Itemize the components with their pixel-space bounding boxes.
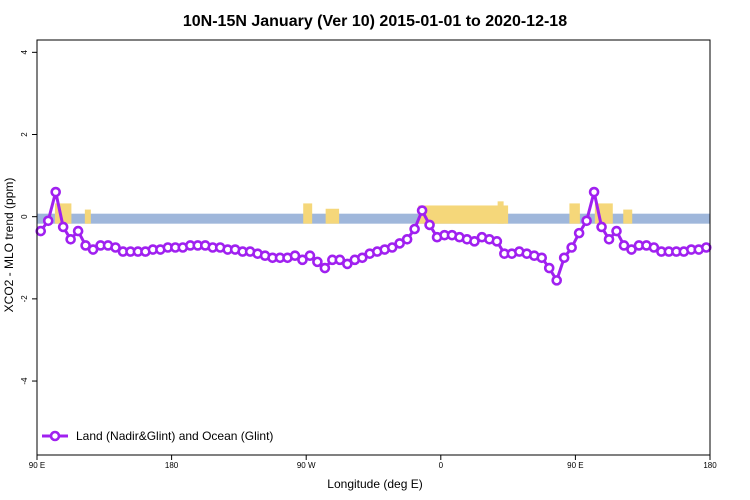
legend-marker-swatch (49, 430, 61, 442)
data-point (312, 256, 323, 268)
y-axis-label: XCO2 - MLO trend (ppm) (2, 178, 16, 313)
data-point (304, 250, 316, 262)
data-point (72, 225, 84, 237)
plot-frame (36, 39, 711, 456)
data-point (469, 236, 480, 247)
data-point (611, 225, 622, 237)
data-point (401, 233, 413, 245)
data-point (342, 258, 353, 270)
data-point (289, 250, 301, 262)
x-tick-label: 90 E (567, 461, 583, 470)
plot-area (35, 186, 712, 286)
land-band-segment (497, 201, 504, 224)
x-tick-label: 180 (703, 461, 717, 470)
x-tick-label: 90 W (297, 461, 316, 470)
legend-label: Land (Nadir&Glint) and Ocean (Glint) (76, 429, 273, 443)
land-band-segment (84, 209, 91, 224)
x-axis-label: Longitude (deg E) (327, 477, 422, 491)
data-point (297, 254, 308, 266)
y-axis: 4 2 0 -2 -4 (20, 50, 37, 385)
data-point (409, 223, 420, 235)
x-tick-label: 180 (165, 461, 179, 470)
data-point (110, 242, 121, 253)
data-point (558, 252, 570, 264)
x-tick-label: 90 E (29, 461, 45, 470)
data-point (566, 242, 577, 253)
data-point (87, 244, 99, 255)
y-tick-label: 2 (20, 132, 29, 137)
land-band-segment (303, 203, 313, 224)
data-point (648, 242, 660, 253)
data-point (35, 225, 47, 237)
y-tick-label: 0 (20, 214, 29, 219)
data-point (700, 242, 712, 253)
land-band-segment (325, 208, 340, 224)
data-point (618, 240, 630, 251)
data-point (573, 227, 585, 239)
data-point (80, 240, 91, 251)
x-tick-label: 0 (439, 461, 444, 470)
chart-title: 10N-15N January (Ver 10) 2015-01-01 to 2… (183, 13, 567, 30)
data-point (551, 275, 563, 286)
land-band-segment (418, 205, 509, 224)
data-point (491, 236, 503, 247)
y-tick-label: 4 (20, 50, 29, 55)
data-point (416, 205, 428, 216)
data-point (626, 244, 637, 255)
data-point (603, 233, 615, 245)
legend: Land (Nadir&Glint) and Ocean (Glint) (42, 429, 273, 443)
data-point (65, 233, 76, 245)
data-point (543, 262, 555, 274)
land-band-segment (569, 203, 580, 224)
y-tick-label: -2 (20, 295, 29, 303)
data-point (581, 215, 592, 227)
data-point (57, 221, 69, 233)
data-point (386, 242, 398, 253)
data-point (50, 186, 61, 198)
data-point (356, 252, 368, 264)
data-point (424, 219, 435, 231)
data-point (394, 238, 405, 249)
y-tick-label: -4 (20, 377, 29, 385)
data-point (536, 252, 548, 264)
data-point (42, 215, 54, 227)
data-point (334, 254, 346, 266)
x-axis: 90 E 180 90 W 0 90 E 180 (29, 455, 717, 470)
data-point (588, 186, 600, 198)
data-point (319, 262, 331, 274)
data-point (596, 221, 607, 233)
land-band-segment (623, 209, 633, 224)
ocean-band (37, 213, 710, 224)
